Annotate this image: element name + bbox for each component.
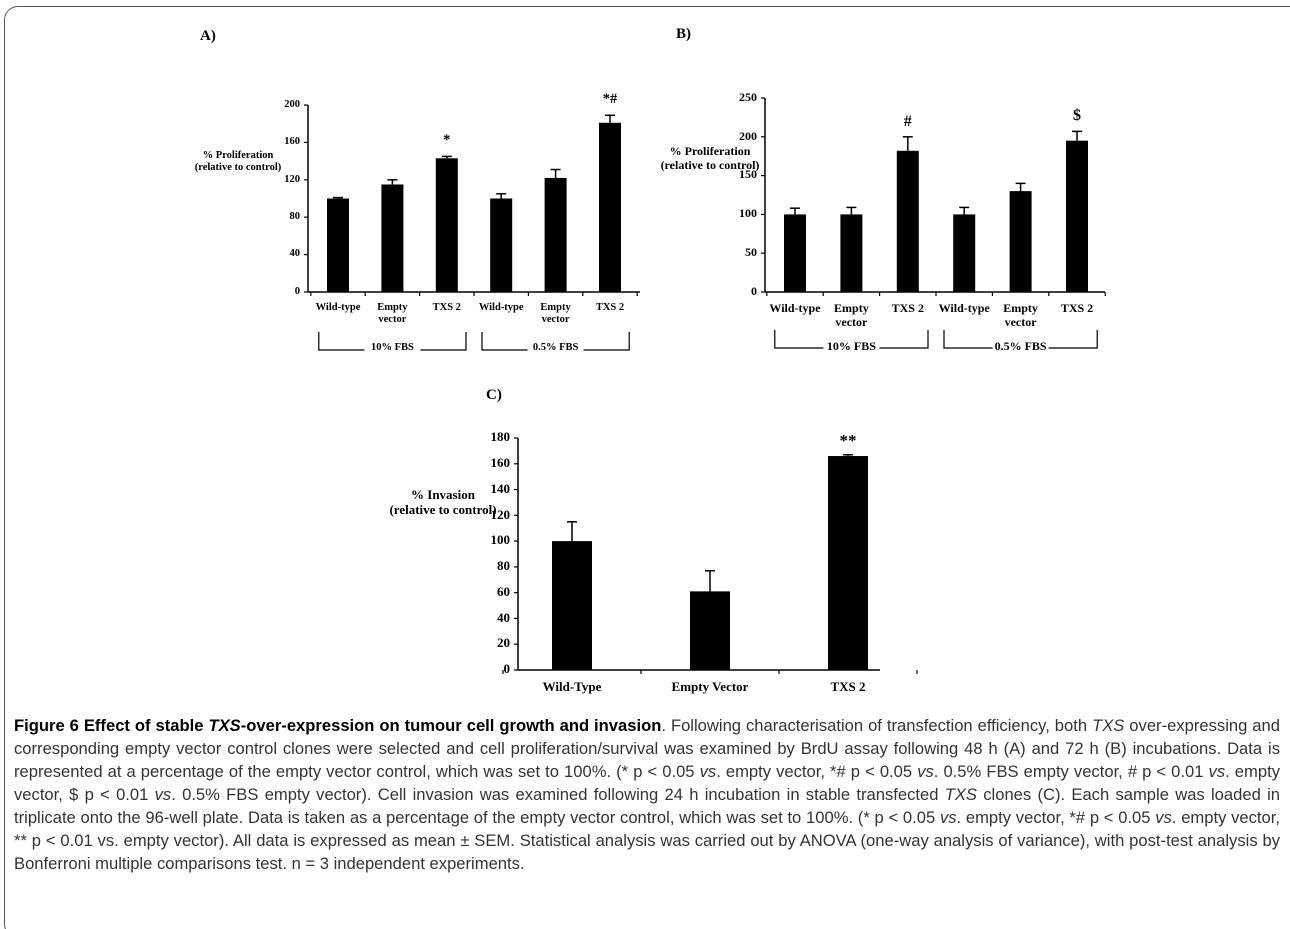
x-tick-label: Empty vector	[1003, 301, 1038, 329]
x-tick-label: Wild-type	[938, 301, 990, 315]
y-tick-label: 160	[284, 136, 300, 148]
x-tick-label: Empty vector	[377, 302, 408, 326]
bar	[327, 198, 349, 292]
x-tick-label: Wild-Type	[542, 679, 602, 694]
bar	[840, 214, 863, 292]
bar	[896, 150, 919, 292]
panel-label: A)	[200, 28, 216, 44]
y-tick-label: 140	[490, 480, 511, 496]
x-tick-label: TXS 2	[432, 302, 461, 313]
group-label: 10% FBS	[826, 339, 876, 353]
y-tick-label: 120	[284, 173, 300, 185]
panel-label: B)	[676, 26, 691, 42]
figure-frame	[4, 6, 1290, 929]
bar	[690, 591, 730, 670]
caption-bold: Figure 6 Effect of stable	[14, 716, 209, 735]
caption-text: . empty vector, *# p < 0.05	[716, 762, 918, 781]
group-label: 0.5% FBS	[994, 339, 1047, 353]
x-tick-label: TXS 2	[830, 679, 866, 694]
y-axis-label: % Proliferation (relative to control)	[660, 144, 760, 172]
y-tick-label: 100	[739, 206, 757, 221]
bar	[953, 214, 976, 292]
caption-text: over-expressing and corresponding empty …	[14, 716, 1280, 781]
bar	[544, 177, 567, 292]
caption-italic: vs	[154, 785, 172, 804]
y-tick-label: 40	[289, 248, 301, 260]
y-tick-label: 80	[497, 558, 510, 574]
y-tick-label: 120	[490, 506, 511, 522]
y-tick-label: 0	[751, 283, 757, 298]
y-tick-label: 20	[497, 635, 510, 651]
y-tick-label: 180	[490, 429, 511, 445]
x-tick-label: Empty vector	[834, 301, 869, 329]
group-bracket	[481, 332, 630, 351]
bar	[828, 456, 868, 670]
caption-text: . Following characterisation of transfec…	[661, 716, 1093, 735]
y-tick-label: 160	[490, 454, 511, 470]
bar	[1066, 140, 1088, 292]
y-tick-label: 40	[497, 609, 510, 625]
caption-text: . empty vector, *# p < 0.05	[956, 808, 1156, 827]
bar	[381, 184, 404, 292]
caption-italic: TXS	[1092, 716, 1125, 735]
bar	[490, 198, 513, 292]
panel-label: C)	[486, 387, 502, 403]
caption-text: clones (C). Each sample was loaded in tr…	[14, 785, 1280, 827]
caption-italic: vs	[939, 808, 957, 827]
y-axis-label: % Proliferation (relative to control)	[194, 150, 282, 174]
bar	[435, 158, 458, 292]
caption-italic: vs	[917, 762, 934, 781]
x-tick-label: Wild-type	[478, 302, 524, 313]
y-tick-label: 150	[739, 167, 757, 182]
caption-italic: vs	[699, 762, 717, 781]
bar	[599, 122, 621, 292]
y-tick-label: 200	[284, 98, 300, 110]
y-tick-label: 0	[294, 285, 300, 297]
group-label: 10% FBS	[370, 342, 414, 353]
caption-bold: TXS	[208, 716, 241, 735]
annotation: *#	[602, 91, 618, 108]
group-label: 0.5% FBS	[532, 342, 579, 353]
group-bracket	[943, 330, 1098, 349]
x-tick-label: Empty vector	[540, 302, 571, 326]
caption-bold: -over-expression on tumour cell growth a…	[240, 716, 662, 735]
caption-text: . 0.5% FBS empty vector). Cell invasion …	[171, 785, 945, 804]
caption-italic: vs	[1208, 762, 1226, 781]
annotation: **	[839, 430, 857, 450]
group-bracket	[774, 330, 929, 349]
caption-italic: vs	[1155, 808, 1172, 827]
group-bracket	[318, 332, 467, 351]
bar	[1009, 191, 1032, 292]
x-tick-label: Wild-type	[315, 302, 361, 313]
caption-text: . empty vector, ** p < 0.01 vs. empty ve…	[14, 808, 1280, 873]
annotation: $	[1073, 107, 1081, 125]
y-axis-label: % Invasion (relative to control)	[389, 487, 497, 517]
y-tick-label: 0	[503, 661, 511, 677]
x-tick-label: TXS 2	[595, 302, 625, 313]
annotation: *	[443, 132, 451, 149]
y-tick-label: 250	[739, 89, 757, 104]
caption-text: . 0.5% FBS empty vector, # p < 0.01	[933, 762, 1209, 781]
caption: Figure 6 Effect of stable TXS-over-expre…	[14, 714, 1280, 875]
y-tick-label: 60	[497, 583, 510, 599]
x-tick-label: TXS 2	[1060, 301, 1094, 315]
annotation: #	[903, 112, 912, 130]
x-tick-label: TXS 2	[891, 301, 924, 315]
caption-text: . empty vector, $ p < 0.01	[14, 762, 1280, 804]
caption-italic: TXS	[944, 785, 977, 804]
bar	[784, 214, 806, 292]
y-tick-label: 50	[745, 245, 757, 259]
x-tick-label: Wild-type	[769, 301, 821, 315]
y-tick-label: 100	[490, 532, 511, 548]
bar	[552, 541, 592, 670]
y-tick-label: 80	[289, 210, 301, 222]
y-tick-label: 200	[739, 128, 757, 143]
x-tick-label: Empty Vector	[671, 679, 749, 694]
